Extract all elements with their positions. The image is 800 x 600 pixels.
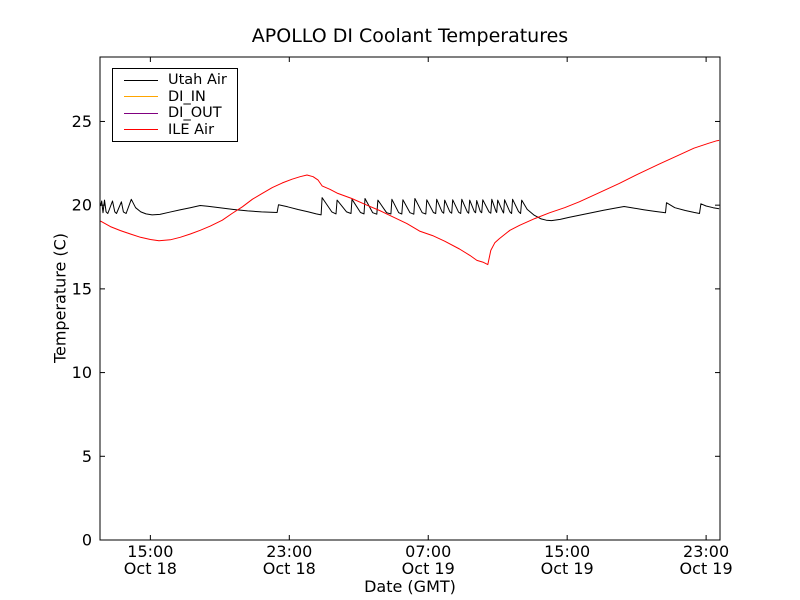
y-axis-label-text: Temperature (C) — [50, 232, 70, 364]
legend-item-di-in: DI_IN — [124, 89, 237, 106]
legend-label-utah-air: Utah Air — [168, 72, 227, 89]
x-tick-label-date: Oct 19 — [541, 559, 594, 578]
series-line-utah-air — [100, 197, 720, 222]
legend-line-di-out — [124, 112, 158, 114]
y-tick-label: 15 — [72, 279, 92, 298]
plot-frame — [99, 56, 721, 541]
x-tick-label-time: 15:00 — [544, 542, 590, 561]
legend-item-utah-air: Utah Air — [124, 72, 237, 89]
legend-label-di-in: DI_IN — [168, 88, 206, 105]
legend-item-ile-air: ILE Air — [124, 122, 237, 139]
x-tick-label-date: Oct 18 — [124, 559, 177, 578]
y-tick-label: 0 — [82, 531, 92, 550]
y-tick-label: 25 — [72, 112, 92, 131]
x-tick-label-date: Oct 19 — [402, 559, 455, 578]
x-tick-label-date: Oct 18 — [263, 559, 316, 578]
legend-label-di-out: DI_OUT — [168, 105, 222, 122]
legend-line-ile-air — [124, 129, 158, 131]
x-tick-label-date: Oct 19 — [680, 559, 733, 578]
y-tick-label: 20 — [72, 196, 92, 215]
x-axis-label: Date (GMT) — [364, 577, 456, 596]
x-tick-label-time: 07:00 — [405, 542, 451, 561]
y-tick-label: 10 — [72, 363, 92, 382]
legend-item-di-out: DI_OUT — [124, 105, 237, 122]
legend: Utah Air DI_IN DI_OUT ILE Air — [112, 68, 238, 142]
legend-line-di-in — [124, 96, 158, 98]
legend-label-ile-air: ILE Air — [168, 121, 215, 138]
x-tick-label-time: 23:00 — [683, 542, 729, 561]
x-tick-label-time: 15:00 — [127, 542, 173, 561]
legend-line-utah-air — [124, 79, 158, 81]
series-line-ile-air — [100, 139, 720, 266]
chart-title: APOLLO DI Coolant Temperatures — [251, 25, 569, 47]
y-tick-label: 5 — [82, 447, 92, 466]
x-tick-label-time: 23:00 — [266, 542, 312, 561]
